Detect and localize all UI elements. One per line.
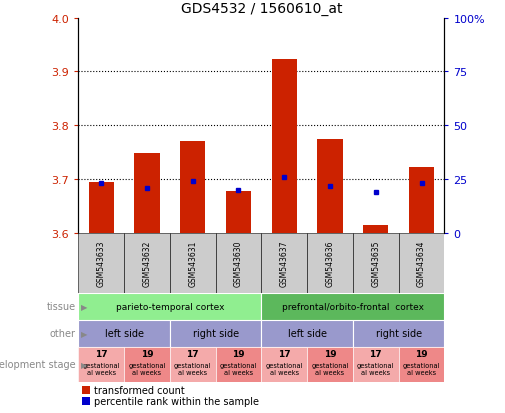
Text: gestational
al weeks: gestational al weeks [311,362,349,375]
Text: gestational
al weeks: gestational al weeks [82,362,120,375]
Text: ▶: ▶ [81,329,87,338]
Text: GSM543633: GSM543633 [96,240,106,287]
Text: 17: 17 [95,349,108,358]
Text: percentile rank within the sample: percentile rank within the sample [93,396,259,406]
Bar [398,347,444,382]
Text: 17: 17 [186,349,199,358]
Bar [226,192,251,233]
Text: 19: 19 [140,349,153,358]
Text: 17: 17 [278,349,290,358]
Title: GDS4532 / 1560610_at: GDS4532 / 1560610_at [181,2,342,16]
Bar [216,347,262,382]
Text: tissue: tissue [46,301,76,312]
Bar [353,347,398,382]
Bar [353,233,398,293]
Bar [216,233,262,293]
Bar [124,233,170,293]
Text: ▶: ▶ [81,302,87,311]
Bar [170,347,216,382]
Bar [78,320,170,347]
Text: GSM543630: GSM543630 [234,240,243,287]
Text: gestational
al weeks: gestational al weeks [220,362,257,375]
Text: left side: left side [105,328,143,339]
Text: development stage: development stage [0,359,76,370]
Text: gestational
al weeks: gestational al weeks [403,362,440,375]
Text: parieto-temporal cortex: parieto-temporal cortex [116,302,224,311]
Bar [124,347,170,382]
Text: left side: left side [288,328,327,339]
Text: GSM543631: GSM543631 [188,240,197,287]
Bar [78,233,124,293]
Bar [262,233,307,293]
Text: right side: right side [192,328,239,339]
Bar [272,59,297,233]
Text: GSM543636: GSM543636 [326,240,334,287]
Text: prefrontal/orbito-frontal  cortex: prefrontal/orbito-frontal cortex [282,302,424,311]
Bar [82,387,90,394]
Bar [170,233,216,293]
Bar [307,233,353,293]
Bar [262,293,444,320]
Text: 19: 19 [324,349,336,358]
Bar [78,347,124,382]
Bar [307,347,353,382]
Bar [363,226,388,233]
Bar [78,293,262,320]
Bar [180,142,205,233]
Text: right side: right side [376,328,422,339]
Bar [318,140,342,233]
Text: GSM543637: GSM543637 [280,240,289,287]
Bar [353,320,444,347]
Bar [170,320,262,347]
Text: transformed count: transformed count [93,385,184,395]
Bar [88,183,114,233]
Bar [409,168,434,233]
Text: ▶: ▶ [81,360,87,369]
Bar [134,154,160,233]
Text: 19: 19 [415,349,428,358]
Text: gestational
al weeks: gestational al weeks [128,362,166,375]
Text: gestational
al weeks: gestational al weeks [357,362,394,375]
Text: 17: 17 [370,349,382,358]
Text: gestational
al weeks: gestational al weeks [174,362,212,375]
Text: other: other [50,328,76,339]
Text: 19: 19 [232,349,245,358]
Text: gestational
al weeks: gestational al weeks [266,362,303,375]
Bar [398,233,444,293]
Bar [82,396,90,404]
Text: GSM543634: GSM543634 [417,240,426,287]
Bar [262,347,307,382]
Text: GSM543632: GSM543632 [142,240,152,287]
Bar [262,320,353,347]
Text: GSM543635: GSM543635 [371,240,380,287]
